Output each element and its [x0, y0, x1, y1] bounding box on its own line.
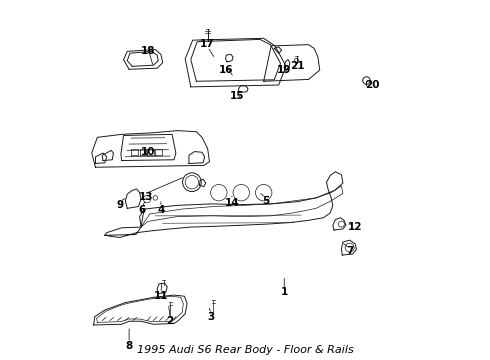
Text: 9: 9 [116, 200, 123, 210]
Text: 1995 Audi S6 Rear Body - Floor & Rails: 1995 Audi S6 Rear Body - Floor & Rails [137, 345, 353, 355]
Text: 4: 4 [157, 205, 165, 215]
Text: 2: 2 [167, 316, 174, 326]
Text: 6: 6 [139, 205, 146, 215]
Text: 5: 5 [262, 196, 269, 206]
Text: 13: 13 [139, 192, 153, 202]
Text: 12: 12 [348, 222, 363, 232]
Text: 10: 10 [141, 147, 155, 157]
Text: 14: 14 [224, 198, 239, 208]
Text: 15: 15 [230, 91, 245, 101]
Text: 11: 11 [154, 291, 168, 301]
Text: 19: 19 [277, 65, 292, 75]
Text: 7: 7 [346, 246, 353, 256]
Text: 20: 20 [365, 80, 379, 90]
Text: 21: 21 [290, 61, 305, 71]
Text: 17: 17 [200, 39, 215, 49]
Text: 16: 16 [219, 65, 234, 75]
Text: 3: 3 [208, 312, 215, 322]
Text: 8: 8 [125, 341, 133, 351]
Text: 18: 18 [141, 46, 155, 57]
Text: 1: 1 [281, 288, 288, 297]
